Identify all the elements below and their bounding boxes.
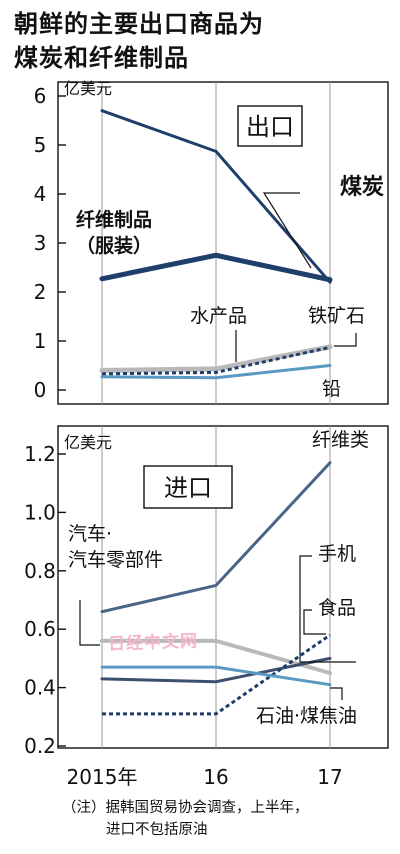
series-label: 手机 [318,543,356,565]
y-tick-label: 5 [34,133,47,157]
y-tick-label: 0.4 [24,676,56,700]
watermark: 日经中文网 [107,631,199,655]
series-label: 铁矿石 [308,305,365,327]
y-tick-label: 3 [34,231,47,255]
series-label: 纤维类 [312,429,369,451]
label-leader-line [330,687,343,700]
label-leader-line [334,333,357,347]
y-tick-label: 1.0 [24,500,56,524]
series-label: 煤炭 [340,174,384,200]
y-tick-label: 4 [34,182,47,206]
chart-title-line-1: 朝鲜的主要出口商品为 [14,10,264,38]
y-tick-label: 0.8 [24,559,56,583]
x-tick-label: 16 [203,765,228,789]
y-tick-label: 0 [34,378,47,402]
series-label: 汽车零部件 [68,549,163,571]
panel-label-box [237,105,303,147]
series-label: 石油·煤焦油 [256,705,357,727]
label-leader-line [303,609,326,635]
y-tick-label: 1.2 [24,442,56,466]
panel-label: 出口 [246,113,294,141]
y-tick-label: 2 [34,280,47,304]
y-unit-label: 亿美元 [64,79,112,98]
y-tick-label: 0.6 [24,617,56,641]
label-leader-line [79,600,100,646]
series-label: （服装） [76,234,152,257]
y-unit-label: 亿美元 [64,433,112,452]
panel-label-box [143,465,233,509]
x-tick-label: 2015年 [67,765,138,789]
chart-title-line-2: 煤炭和纤维制品 [14,44,189,72]
series-label: 纤维制品 [76,208,152,231]
x-tick-label: 17 [317,765,342,789]
y-tick-label: 6 [34,84,47,108]
series-label: 食品 [318,597,356,619]
label-leader-line [299,555,356,663]
footnote-line-2: 进口不包括原油 [106,822,208,838]
y-tick-label: 1 [34,329,47,353]
panel-label: 进口 [164,474,212,502]
series-label: 水产品 [190,305,247,327]
label-leader-line [262,192,312,269]
series-label: 铅 [322,378,341,400]
y-tick-label: 0.2 [24,734,56,758]
series-label: 汽车· [68,523,112,545]
footnote-line-1: （注）据韩国贸易协会调查，上半年， [62,800,309,816]
plot-frame [57,425,389,749]
